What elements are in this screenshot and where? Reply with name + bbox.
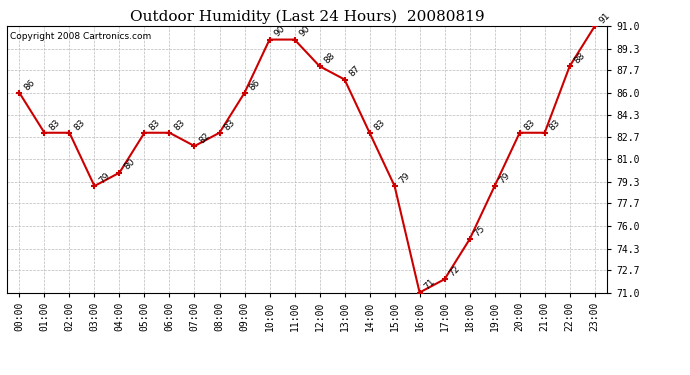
Text: 83: 83	[373, 117, 387, 132]
Text: 83: 83	[222, 117, 237, 132]
Text: 90: 90	[297, 24, 312, 39]
Text: 72: 72	[447, 264, 462, 278]
Text: 91: 91	[598, 11, 612, 26]
Text: 83: 83	[547, 117, 562, 132]
Text: 79: 79	[497, 171, 512, 185]
Text: 86: 86	[22, 78, 37, 92]
Title: Outdoor Humidity (Last 24 Hours)  20080819: Outdoor Humidity (Last 24 Hours) 2008081…	[130, 9, 484, 24]
Text: 80: 80	[122, 158, 137, 172]
Text: 83: 83	[522, 117, 537, 132]
Text: 90: 90	[273, 24, 287, 39]
Text: 79: 79	[97, 171, 112, 185]
Text: 83: 83	[47, 117, 61, 132]
Text: 83: 83	[147, 117, 161, 132]
Text: 79: 79	[397, 171, 412, 185]
Text: 88: 88	[322, 51, 337, 65]
Text: 87: 87	[347, 64, 362, 79]
Text: 83: 83	[172, 117, 187, 132]
Text: 83: 83	[72, 117, 87, 132]
Text: Copyright 2008 Cartronics.com: Copyright 2008 Cartronics.com	[10, 32, 151, 40]
Text: 71: 71	[422, 277, 437, 292]
Text: 86: 86	[247, 78, 262, 92]
Text: 82: 82	[197, 131, 212, 145]
Text: 75: 75	[473, 224, 487, 238]
Text: 88: 88	[573, 51, 587, 65]
